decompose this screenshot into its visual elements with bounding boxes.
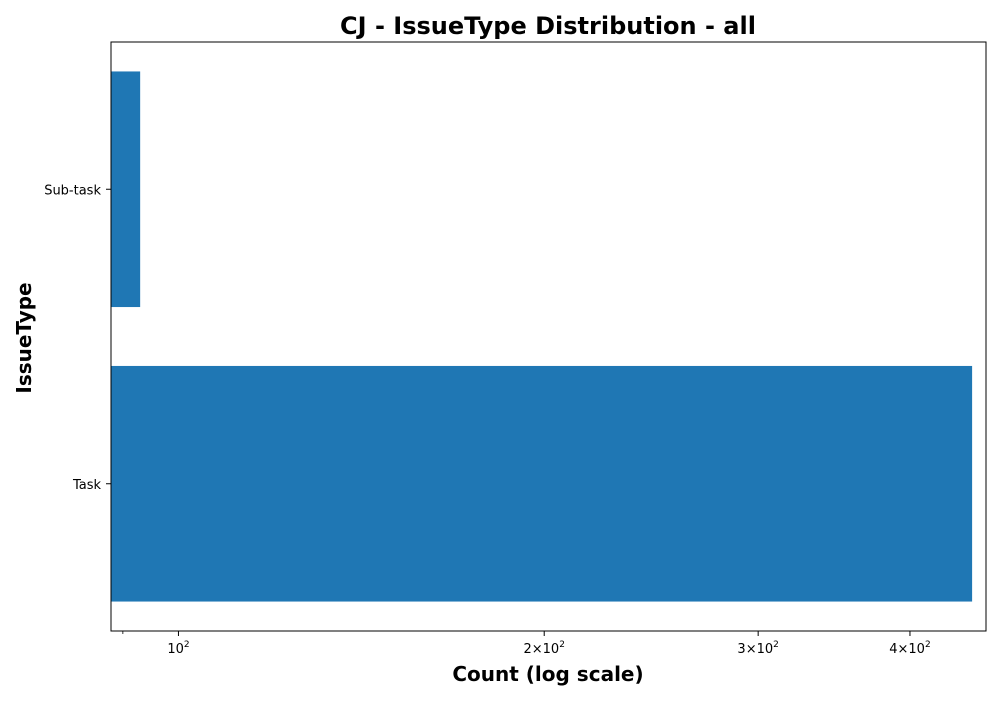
x-axis: 102 2×102 3×102 4×102 (122, 631, 931, 657)
y-tick-label: Task (72, 478, 102, 493)
x-tick-label: 3×102 (737, 640, 778, 657)
bar-task (111, 365, 973, 602)
x-axis-label: Count (log scale) (452, 662, 643, 686)
x-tick-label: 4×102 (889, 640, 930, 657)
y-tick-label: Sub-task (44, 183, 101, 198)
bars-layer (111, 71, 973, 602)
y-axis-label: IssueType (12, 282, 36, 393)
bar-sub-task (111, 71, 141, 308)
chart-title: CJ - IssueType Distribution - all (340, 12, 756, 40)
plot-area-frame (110, 41, 987, 632)
x-tick-label: 102 (167, 640, 189, 657)
x-tick-label: 2×102 (523, 640, 564, 657)
y-axis: Sub-task Task (44, 183, 111, 493)
